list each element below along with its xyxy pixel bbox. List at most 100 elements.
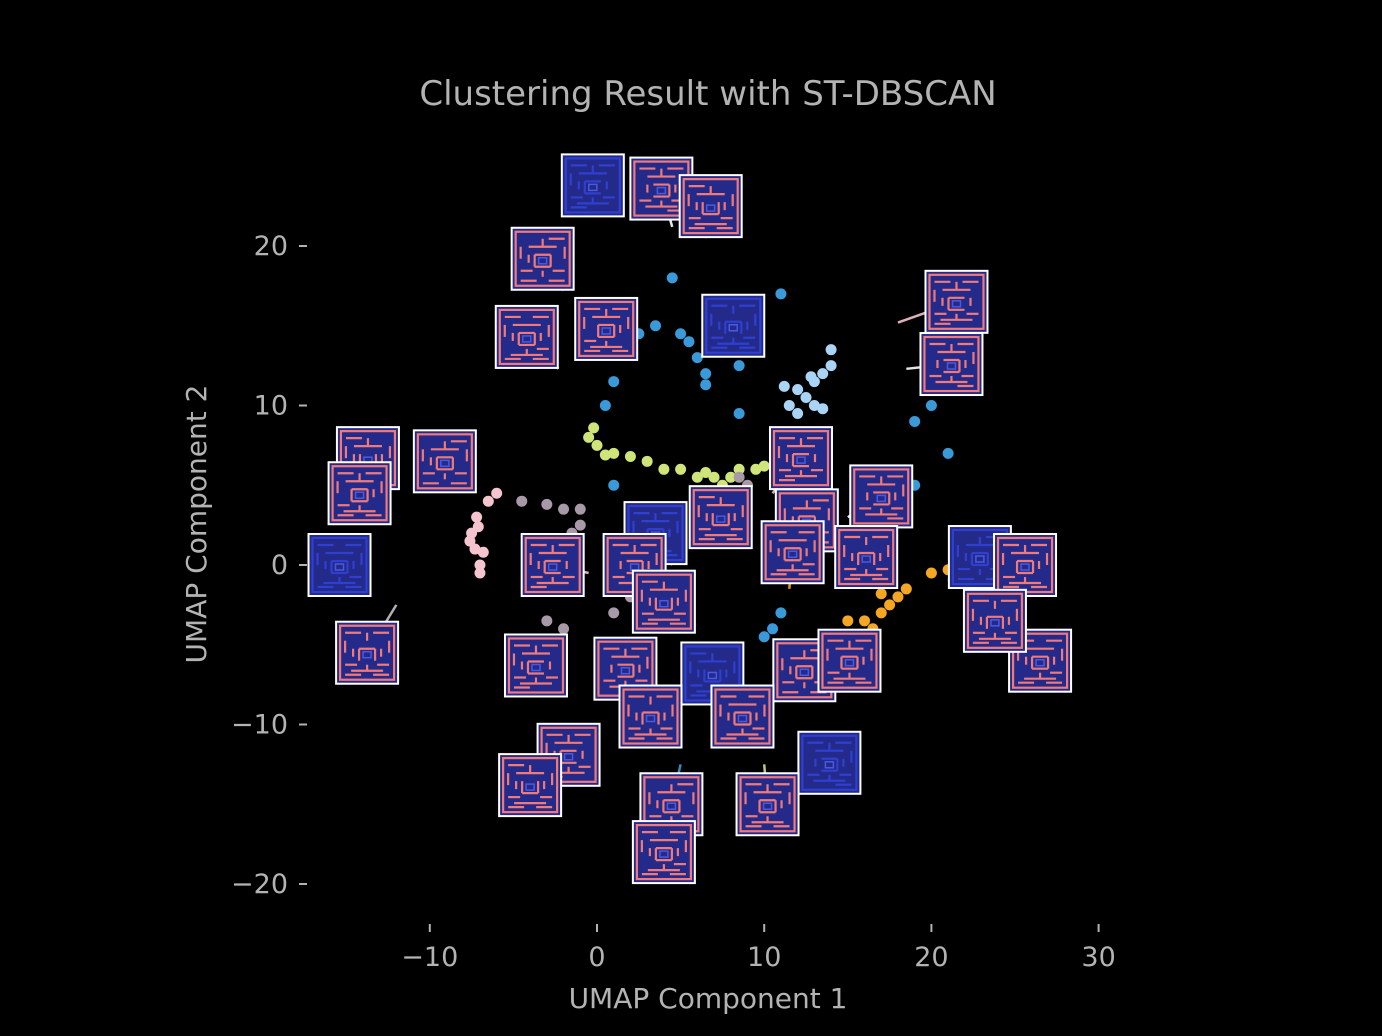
data-point <box>875 607 887 619</box>
data-point <box>733 471 745 483</box>
data-point <box>884 599 896 611</box>
data-point <box>691 352 703 364</box>
data-point <box>817 403 829 415</box>
maze-thumbnail <box>768 426 833 491</box>
data-point <box>558 623 570 635</box>
data-point <box>641 455 653 467</box>
data-point <box>733 360 745 372</box>
data-point <box>491 487 503 499</box>
data-point <box>767 623 779 635</box>
data-point <box>909 415 921 427</box>
chart-title: Clustering Result with ST-DBSCAN <box>419 74 996 114</box>
data-point <box>464 535 476 547</box>
data-point <box>675 463 687 475</box>
data-point <box>808 400 820 411</box>
maze-thumbnail <box>710 684 775 749</box>
data-point <box>608 479 620 491</box>
data-point <box>574 503 586 515</box>
data-point <box>608 447 620 459</box>
data-point <box>558 503 570 515</box>
y-tick-label: 0 <box>271 550 288 581</box>
data-point <box>775 607 787 619</box>
data-point <box>624 451 636 463</box>
maze-thumbnail <box>924 269 989 334</box>
data-point <box>825 344 837 356</box>
maze-thumbnail <box>335 620 400 685</box>
data-point <box>750 463 762 475</box>
data-point <box>817 368 829 380</box>
x-tick-label: 30 <box>1081 942 1115 973</box>
data-point <box>574 519 586 531</box>
maze-thumbnail <box>688 485 753 550</box>
maze-thumbnail <box>520 533 585 597</box>
data-point <box>925 400 937 411</box>
data-point <box>691 471 703 483</box>
data-point <box>650 320 662 332</box>
x-tick-label: 20 <box>914 942 948 973</box>
data-point <box>591 439 603 451</box>
data-point <box>875 588 887 600</box>
y-tick-label: 20 <box>254 231 288 262</box>
y-tick-label: −10 <box>231 710 288 741</box>
data-point <box>599 449 611 461</box>
maze-thumbnail <box>834 525 899 590</box>
data-point <box>775 288 787 300</box>
maze-thumbnail <box>510 226 575 291</box>
maze-thumbnail <box>735 772 800 837</box>
maze-thumbnail <box>574 296 639 361</box>
data-point <box>469 543 481 555</box>
data-point <box>474 559 486 571</box>
maze-thumbnail <box>631 820 696 885</box>
maze-thumbnail <box>307 533 372 597</box>
y-axis-label: UMAP Component 2 <box>180 385 213 664</box>
maze-thumbnail <box>797 730 862 795</box>
data-point <box>683 336 695 348</box>
data-point <box>541 615 553 627</box>
data-point <box>733 463 745 475</box>
maze-thumbnail <box>494 304 559 369</box>
data-point <box>758 631 770 643</box>
data-point <box>783 400 795 411</box>
maze-thumbnail <box>560 153 625 218</box>
data-point <box>700 466 712 478</box>
data-point <box>825 360 837 372</box>
x-tick-label: 0 <box>588 942 605 973</box>
maze-thumbnail <box>618 684 683 749</box>
data-point <box>700 379 712 391</box>
maze-thumbnail <box>498 753 563 818</box>
data-point <box>708 471 720 483</box>
maze-thumbnails <box>307 153 1073 885</box>
x-tick-label: −10 <box>401 942 458 973</box>
data-point <box>474 567 486 579</box>
maze-thumbnail <box>631 569 696 634</box>
data-point <box>942 447 954 459</box>
y-tick-label: −20 <box>231 869 288 900</box>
x-axis-label: UMAP Component 1 <box>569 982 848 1015</box>
data-point <box>516 495 528 507</box>
data-point <box>805 371 817 383</box>
data-point <box>892 591 904 603</box>
data-point <box>658 463 670 475</box>
maze-thumbnail <box>327 461 392 526</box>
data-point <box>925 567 937 579</box>
data-point <box>758 460 770 472</box>
data-point <box>725 471 737 483</box>
data-point <box>900 583 912 595</box>
data-point <box>608 376 620 388</box>
data-point <box>588 422 600 434</box>
data-point <box>471 511 483 523</box>
data-point <box>792 384 804 396</box>
data-point <box>675 328 687 340</box>
data-point <box>842 615 854 627</box>
data-point <box>800 392 812 404</box>
maze-thumbnail <box>412 429 477 494</box>
y-axis: 20 10 0 −10 −20 <box>231 231 307 900</box>
y-tick-label: 10 <box>254 391 288 422</box>
data-point <box>859 615 871 627</box>
maze-thumbnail <box>962 588 1027 653</box>
maze-thumbnail <box>993 533 1058 597</box>
data-point <box>666 272 678 284</box>
data-point <box>477 546 489 558</box>
data-point <box>608 607 620 619</box>
